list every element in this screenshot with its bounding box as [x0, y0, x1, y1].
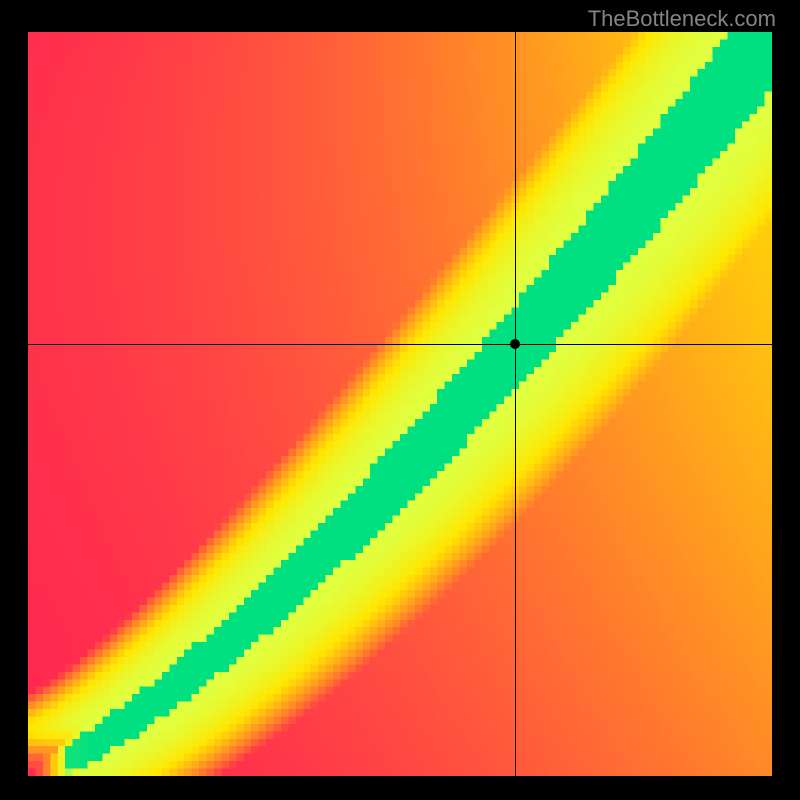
crosshair-vertical: [515, 32, 516, 776]
crosshair-marker: [510, 339, 520, 349]
bottleneck-heatmap: [28, 32, 772, 776]
crosshair-horizontal: [28, 344, 772, 345]
watermark-text: TheBottleneck.com: [588, 6, 776, 32]
heatmap-canvas: [28, 32, 772, 776]
